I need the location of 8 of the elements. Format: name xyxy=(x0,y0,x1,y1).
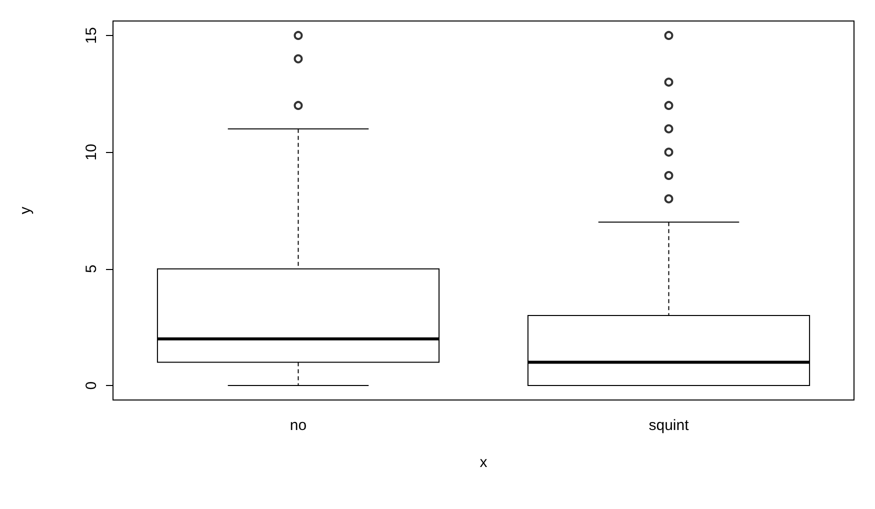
y-tick-label: 10 xyxy=(83,144,100,160)
x-tick-label: no xyxy=(290,417,307,434)
y-tick-label: 15 xyxy=(83,27,100,44)
x-tick-label: squint xyxy=(648,417,690,434)
x-axis-title: x xyxy=(480,454,488,471)
y-tick-label: 0 xyxy=(83,381,100,390)
y-axis-title: y xyxy=(17,206,34,214)
y-tick-label: 5 xyxy=(83,264,100,274)
